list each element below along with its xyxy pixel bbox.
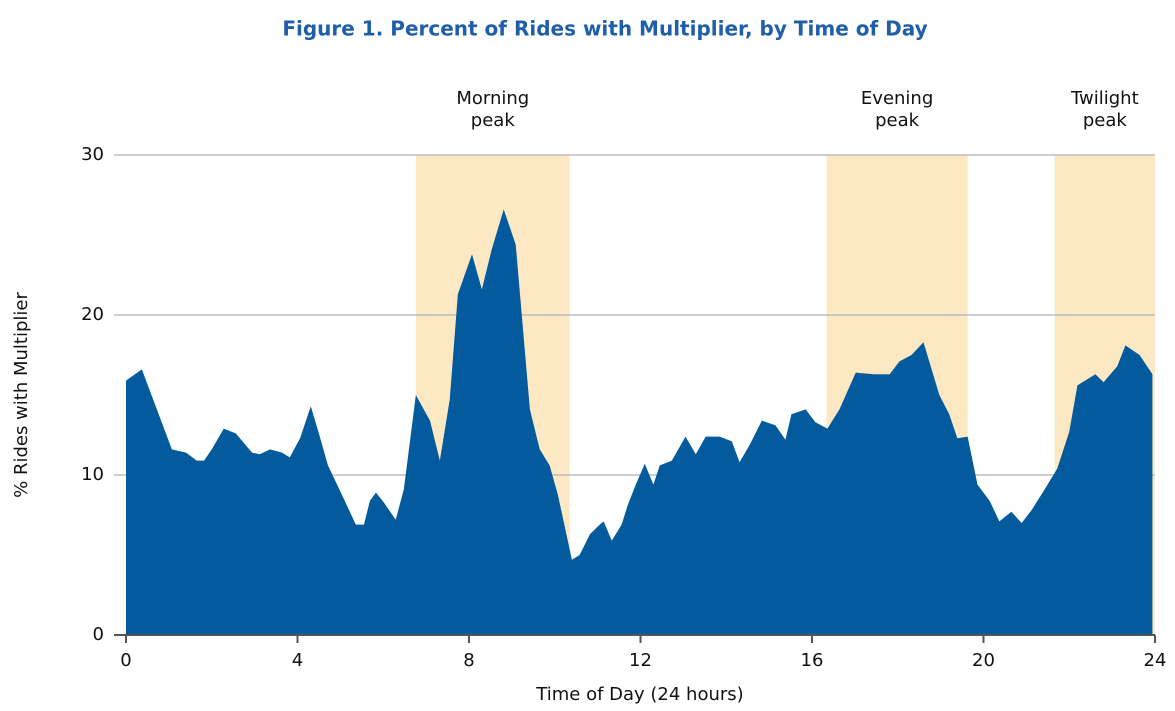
y-tick-label: 0 — [93, 624, 104, 645]
x-tick-label: 12 — [629, 650, 652, 671]
x-tick-label: 16 — [801, 650, 824, 671]
area — [126, 209, 1153, 635]
band-label: Twilight peak — [1071, 88, 1139, 131]
x-tick-label: 0 — [120, 650, 131, 671]
x-axis-title: Time of Day (24 hours) — [535, 684, 743, 705]
x-tick-label: 24 — [1144, 650, 1167, 671]
x-tick-label: 20 — [972, 650, 995, 671]
x-tick-label: 8 — [463, 650, 474, 671]
y-tick-label: 20 — [81, 304, 104, 325]
y-axis-title: % Rides with Multiplier — [11, 292, 32, 498]
band-label: Morning peak — [456, 88, 530, 131]
chart-title: Figure 1. Percent of Rides with Multipli… — [282, 17, 927, 41]
band-label: Evening peak — [860, 88, 934, 131]
x-tick-label: 4 — [292, 650, 303, 671]
y-tick-label: 30 — [81, 144, 104, 165]
y-tick-label: 10 — [81, 464, 104, 485]
